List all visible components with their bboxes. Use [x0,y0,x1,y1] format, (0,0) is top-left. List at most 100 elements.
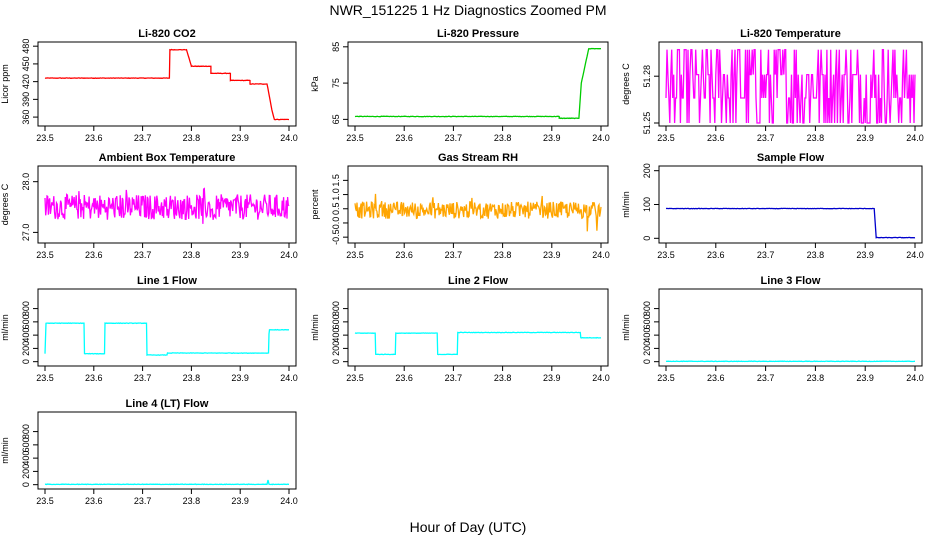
y-tick-label: 65 [331,114,341,124]
y-tick-label: 28.0 [21,173,31,191]
y-tick-label: 800 [331,301,341,316]
plot-frame [658,288,923,367]
x-tick-label: 23.7 [757,373,775,383]
y-tick-label: 600 [331,314,341,329]
x-tick-label: 23.6 [85,250,103,260]
y-axis-label: Licor ppm [0,64,10,104]
panel-1: Li-820 Pressure kPa 23.5 23.6 23.7 23.8 23.9 24… [310,28,610,143]
x-tick-label: 23.5 [657,133,675,143]
plot-frame [658,165,923,244]
series-line [354,47,602,120]
x-tick-label: 23.5 [36,496,54,506]
series-line [354,331,602,356]
series-line [44,322,289,357]
y-tick-label: 0 [331,359,341,364]
series-line [44,48,289,121]
y-tick-label: 1.0 [331,188,341,201]
y-axis-label: percent [310,189,320,220]
x-tick-label: 24.0 [906,373,924,383]
x-tick-label: 23.6 [85,496,103,506]
y-tick-label: 200 [21,464,31,479]
y-tick-label: 1.5 [331,174,341,187]
x-tick-label: 23.9 [543,250,561,260]
x-tick-label: 23.7 [445,250,463,260]
x-tick-label: 23.8 [183,250,201,260]
x-tick-label: 23.7 [134,133,152,143]
x-tick-label: 23.7 [757,250,775,260]
x-tick-label: 23.6 [395,250,413,260]
y-axis-label: degrees C [621,63,631,105]
x-tick-label: 23.8 [183,373,201,383]
x-tick-label: 23.6 [707,133,725,143]
x-tick-label: 23.6 [85,133,103,143]
y-tick-label: 390 [21,92,31,107]
x-tick-label: 23.7 [445,373,463,383]
x-tick-label: 23.9 [543,133,561,143]
series-line [44,187,290,224]
panel-9: Line 4 (LT) Flow ml/min 23.5 23.6 23.7 23.8 23… [0,398,298,506]
y-axis-label: ml/min [0,437,10,464]
x-tick-label: 23.7 [134,373,152,383]
y-tick-label: 0 [21,359,31,364]
plot-frame [347,288,609,367]
y-axis-label: degrees C [0,183,10,225]
panel-title: Line 2 Flow [448,275,508,287]
x-tick-label: 23.9 [231,133,249,143]
x-tick-label: 23.8 [494,373,512,383]
y-tick-label: 200 [642,163,652,178]
x-tick-label: 23.7 [445,133,463,143]
x-tick-label: 23.6 [395,133,413,143]
panel-4: Gas Stream RH percent 23.5 23.6 23.7 23.8 23.9… [310,152,610,260]
y-tick-label: 85 [331,42,341,52]
x-tick-label: 23.7 [134,496,152,506]
x-tick-label: 24.0 [906,250,924,260]
y-tick-label: 600 [642,314,652,329]
x-tick-label: 24.0 [280,250,298,260]
y-tick-label: 400 [331,328,341,343]
y-tick-label: 200 [331,341,341,356]
x-tick-label: 23.5 [36,133,54,143]
x-tick-label: 24.0 [280,133,298,143]
y-tick-label: 400 [21,451,31,466]
x-tick-label: 23.5 [346,133,364,143]
y-tick-label: 800 [21,424,31,439]
series-line [354,193,602,232]
y-axis-label: ml/min [310,314,320,341]
x-tick-label: 23.5 [36,250,54,260]
x-tick-label: 23.9 [856,250,874,260]
y-tick-label: 480 [21,39,31,54]
panel-title: Gas Stream RH [438,152,518,164]
plot-frame [37,288,297,367]
x-tick-label: 24.0 [592,133,610,143]
y-tick-label: 450 [21,56,31,71]
x-tick-label: 24.0 [592,373,610,383]
y-tick-label: 600 [21,314,31,329]
series-line [665,360,915,363]
panel-3: Ambient Box Temperature degrees C 23.5 23.6… [0,152,298,260]
x-tick-label: 24.0 [280,373,298,383]
y-tick-label: 800 [21,301,31,316]
x-tick-label: 23.9 [856,373,874,383]
x-tick-label: 23.7 [134,250,152,260]
figure-xlabel: Hour of Day (UTC) [410,519,527,535]
y-tick-label: 360 [21,110,31,125]
y-tick-label: -0.5 [331,229,341,245]
x-tick-label: 23.8 [494,250,512,260]
y-tick-label: 27.0 [21,224,31,242]
x-tick-label: 23.5 [657,250,675,260]
x-tick-label: 23.8 [807,373,825,383]
y-tick-label: 400 [642,328,652,343]
series-line [44,479,289,486]
x-tick-label: 23.8 [494,133,512,143]
y-tick-label: 0 [642,236,652,241]
series-line [665,207,916,239]
y-tick-label: 75 [331,78,341,88]
x-tick-label: 23.5 [346,250,364,260]
y-tick-label: 0.0 [331,217,341,230]
panel-title: Li-820 Pressure [437,28,519,40]
plot-frame [347,41,609,127]
series-line [665,49,916,124]
panel-title: Ambient Box Temperature [99,152,236,164]
y-tick-label: 51.25 [642,112,652,135]
